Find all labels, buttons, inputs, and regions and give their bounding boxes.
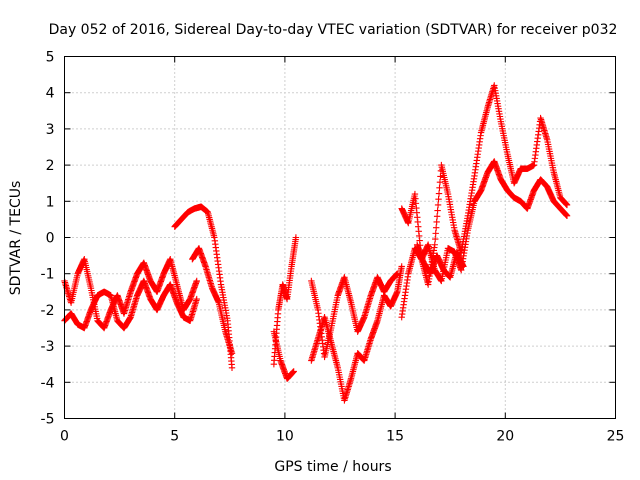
series-seg-k — [413, 241, 467, 281]
axis-ticks: 0 5 10 15 20 25 -5 -4 -3 -2 -1 0 1 2 3 4 5 — [41, 50, 625, 445]
data-point — [436, 184, 443, 192]
x-tick-label: 15 — [386, 429, 404, 445]
plot-frame — [64, 56, 616, 419]
data-point — [432, 235, 439, 243]
data-point — [228, 350, 236, 357]
y-tick-label: 0 — [46, 231, 55, 247]
data-point — [460, 263, 467, 270]
series-seg-f — [270, 328, 297, 382]
y-tick-label: -4 — [41, 375, 55, 391]
data-point — [434, 201, 442, 209]
y-tick-label: -2 — [41, 303, 55, 319]
data-point — [228, 364, 236, 372]
data-point — [434, 207, 441, 214]
data-point — [563, 201, 571, 209]
series-seg-e — [270, 234, 300, 368]
y-axis-label: SDTVAR / TECUs — [8, 181, 24, 296]
x-axis-label: GPS time / hours — [274, 459, 391, 475]
data-point — [437, 173, 444, 180]
chart-title: Day 052 of 2016, Sidereal Day-to-day VTE… — [49, 22, 618, 38]
data-marks — [61, 82, 571, 404]
y-tick-label: -3 — [41, 339, 55, 355]
series-seg-a — [61, 256, 200, 332]
series-seg-b — [61, 277, 200, 332]
series-seg-g — [308, 270, 401, 361]
data-point — [563, 212, 571, 219]
x-tick-label: 10 — [276, 429, 294, 445]
y-tick-label: -1 — [41, 267, 55, 283]
data-point — [433, 213, 441, 220]
x-tick-label: 5 — [170, 429, 179, 445]
data-point — [398, 263, 405, 270]
series-seg-h — [308, 263, 405, 404]
data-point — [431, 241, 438, 248]
y-tick-label: 3 — [46, 122, 55, 138]
grid — [64, 56, 616, 419]
data-point — [292, 234, 300, 241]
data-point — [433, 218, 440, 226]
y-tick-label: 5 — [46, 50, 55, 66]
y-tick-label: -5 — [41, 412, 55, 428]
data-point — [290, 368, 297, 375]
y-tick-label: 2 — [46, 158, 55, 174]
data-point — [435, 190, 443, 197]
data-point — [193, 277, 200, 285]
data-point — [432, 230, 439, 237]
x-tick-label: 25 — [607, 429, 625, 445]
series-seg-i — [398, 82, 571, 288]
y-tick-label: 1 — [46, 194, 55, 210]
x-tick-label: 0 — [60, 429, 69, 445]
series-seg-j — [398, 158, 571, 321]
y-tick-label: 4 — [46, 86, 55, 102]
data-point — [435, 196, 442, 203]
x-tick-label: 20 — [496, 429, 514, 445]
series-seg-d — [189, 245, 236, 357]
data-point — [432, 224, 440, 231]
data-point — [193, 295, 200, 303]
